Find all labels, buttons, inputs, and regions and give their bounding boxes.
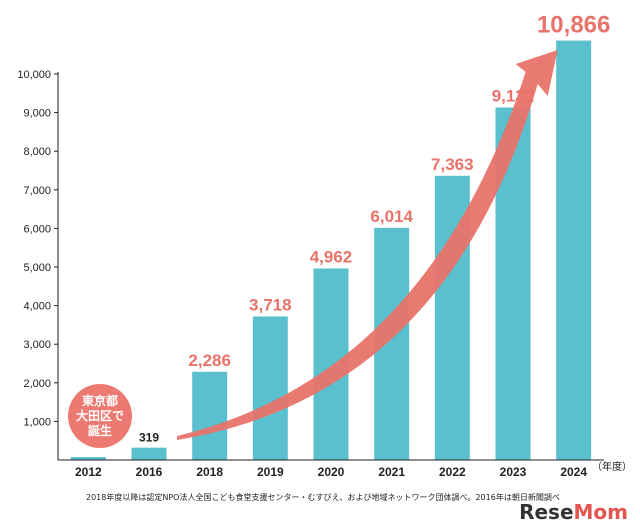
data-label-2021: 6,014 [370, 207, 413, 226]
x-tick-label-2018: 2018 [196, 465, 223, 479]
bar-2012 [70, 457, 106, 460]
bubble-line-3: 誕生 [87, 423, 112, 438]
y-tick-label: 2,000 [23, 378, 51, 390]
origin-annotation-bubble: 東京都 大田区で 誕生 [68, 384, 132, 448]
x-tick-label-2019: 2019 [257, 465, 284, 479]
bubble-line-1: 東京都 [81, 393, 118, 408]
data-label-2022: 7,363 [431, 155, 474, 174]
y-axis: 1,000 2,000 3,000 4,000 5,000 6,000 7,000 8,000… [17, 69, 59, 460]
y-tick-label: 6,000 [23, 223, 51, 235]
x-tick-label-2016: 2016 [136, 465, 163, 479]
resemom-logo: ReseMom [519, 500, 628, 524]
x-tick-label-2023: 2023 [500, 465, 527, 479]
x-tick-label-2022: 2022 [439, 465, 466, 479]
x-axis: 2012 2016 2018 2019 2020 2021 2022 2023 2024 [58, 459, 604, 479]
source-footnote: 2018年度以降は認定NPO法人全国こども食堂支援センター・むすびえ、および地域… [86, 493, 560, 502]
data-label-2020: 4,962 [310, 247, 353, 266]
y-tick-label: 1,000 [23, 416, 51, 428]
x-tick-label-2021: 2021 [378, 465, 405, 479]
bar-2019 [252, 316, 288, 460]
bar-2016 [131, 447, 167, 460]
x-tick-label-2024: 2024 [560, 465, 587, 479]
y-tick-label: 4,000 [23, 301, 51, 313]
y-tick-label: 9,000 [23, 108, 51, 120]
x-tick-label-2012: 2012 [75, 465, 102, 479]
data-label-2024: 10,866 [537, 12, 610, 39]
data-label-2018: 2,286 [188, 351, 231, 370]
bubble-line-2: 大田区で [75, 408, 124, 423]
y-tick-label: 3,000 [23, 339, 51, 351]
y-tick-label: 8,000 [23, 146, 51, 158]
y-tick-label: 5,000 [23, 262, 51, 274]
logo-part-1: Rese [519, 500, 574, 524]
data-label-2019: 3,718 [249, 295, 292, 314]
bar-2024 [556, 40, 592, 461]
logo-part-2: Mom [573, 500, 628, 524]
x-tick-label-2020: 2020 [318, 465, 345, 479]
y-tick-label: 10,000 [17, 69, 51, 81]
x-axis-unit: （年度） [592, 460, 632, 473]
bar-2018 [192, 371, 228, 460]
y-tick-label: 7,000 [23, 185, 51, 197]
data-label-2016: 319 [139, 431, 159, 445]
